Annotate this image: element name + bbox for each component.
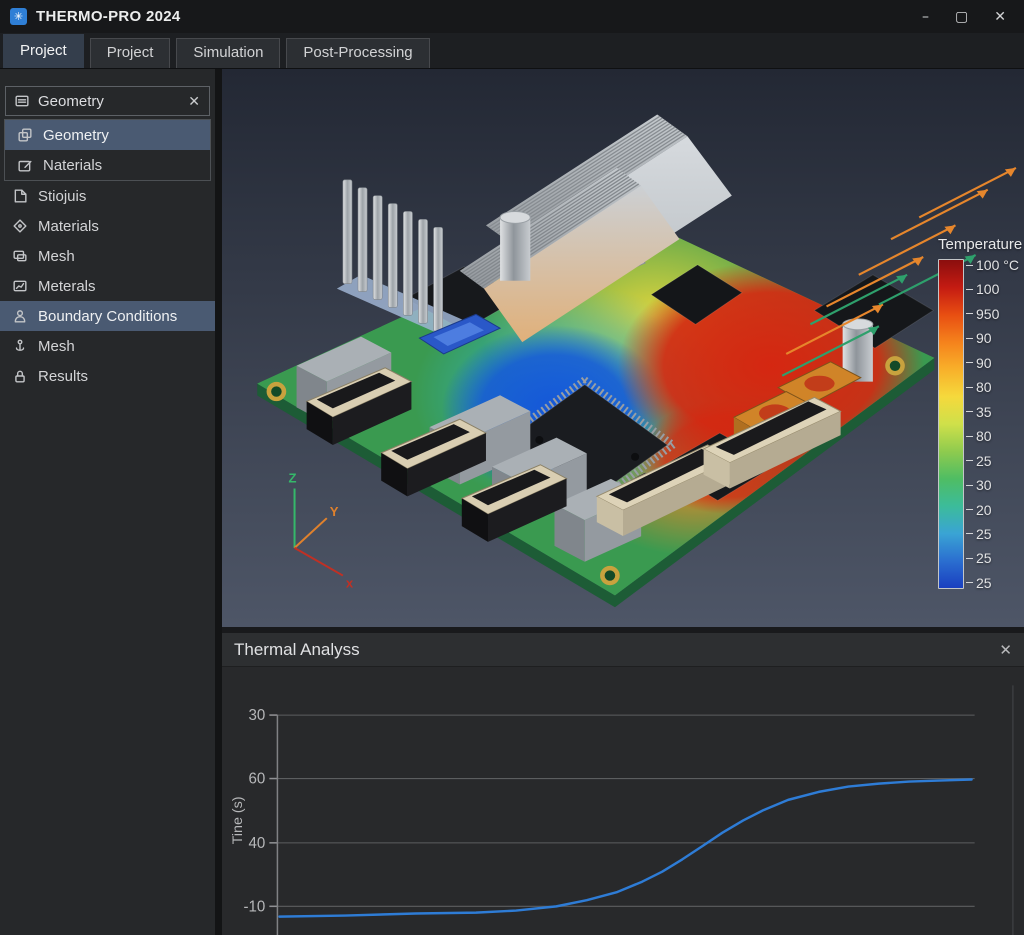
legend-tick-label: 90 (966, 330, 1019, 346)
mounting-hole (885, 356, 905, 376)
sidebar-item-stiojuis[interactable]: Stiojuis (0, 181, 215, 211)
sidebar-item-label: Geometry (43, 126, 109, 144)
sidebar-group: Geometry Naterials (4, 119, 211, 181)
panel-title: Thermal Analyss (234, 639, 360, 659)
minimize-button[interactable]: – (922, 8, 930, 25)
y-axis-title: Tine (s) (230, 796, 246, 844)
y-tick-label: 60 (249, 771, 266, 788)
axis-triad: Z Y x (288, 471, 354, 591)
main-area: Z Y x Temperature 100 °C 100 950 90 90 80 35 80… (222, 69, 1024, 935)
app-title: THERMO-PRO 2024 (36, 8, 181, 25)
sidebar-item-label: Boundary Conditions (38, 307, 178, 325)
panel-close-icon[interactable]: ✕ (999, 641, 1012, 659)
legend-tick-label: 950 (966, 306, 1019, 322)
sidebar-item-label: Mesh (38, 247, 75, 265)
tab-project[interactable]: Project (89, 38, 171, 68)
temperature-legend: Temperature 100 °C 100 950 90 90 80 35 80 25 30 20… (938, 236, 1023, 591)
legend-title: Temperature (938, 236, 1023, 253)
thermal-analysis-panel: Thermal Analyss ✕ 30 60 40 -10 Tine (s) (222, 633, 1024, 935)
legend-tick-label: 25 (966, 453, 1019, 469)
sidebar-close-icon[interactable]: ✕ (188, 92, 200, 109)
axis-y-label: Y (330, 504, 339, 519)
legend-tick-label: 80 (966, 428, 1019, 444)
viewport-3d[interactable]: Z Y x Temperature 100 °C 100 950 90 90 80 35 80… (222, 69, 1024, 633)
person-lock-icon (13, 309, 27, 323)
sidebar-item-label: Stiojuis (38, 187, 87, 205)
list-icon (15, 94, 29, 108)
sidebar-header-label: Geometry (38, 92, 104, 110)
tab-project[interactable]: Project (3, 34, 84, 68)
maximize-button[interactable]: ▢ (955, 8, 969, 25)
panel-header: Thermal Analyss ✕ (222, 633, 1024, 667)
y-tick-label: -10 (243, 898, 265, 915)
legend-tick-label: 25 (966, 575, 1019, 591)
document-icon (13, 189, 27, 203)
legend-tick-label: 80 (966, 379, 1019, 395)
temperature-curve (278, 778, 973, 918)
sidebar-item-meterals[interactable]: Meterals (0, 271, 215, 301)
tab-post-processing[interactable]: Post-Processing (286, 38, 430, 68)
sidebar-item-naterials[interactable]: Naterials (5, 150, 210, 180)
close-button[interactable]: ✕ (994, 8, 1006, 25)
legend-tick-label: 20 (966, 502, 1019, 518)
sidebar-search-box[interactable]: Geometry ✕ (5, 86, 210, 116)
layers-icon (13, 249, 27, 263)
sidebar-item-mesh[interactable]: Mesh (0, 241, 215, 271)
sidebar: Geometry ✕ Geometry Naterials Stiojuis Mate… (0, 69, 222, 935)
heatsink-pins (336, 179, 464, 335)
anchor-icon (13, 339, 27, 353)
legend-tick-label: 25 (966, 550, 1019, 566)
legend-tick-label: 30 (966, 477, 1019, 493)
copy-icon (18, 128, 32, 142)
axis-z-label: Z (288, 471, 296, 486)
sidebar-item-label: Results (38, 367, 89, 385)
legend-colorbar (938, 259, 964, 589)
sidebar-item-boundary-conditions[interactable]: Boundary Conditions (0, 301, 215, 331)
mounting-hole (266, 381, 287, 402)
mounting-hole (600, 565, 620, 586)
padlock-icon (13, 369, 27, 383)
tab-bar: Project Project Simulation Post-Processing (0, 33, 1024, 69)
sidebar-item-label: Meterals (38, 277, 96, 295)
legend-tick-label: 90 (966, 355, 1019, 371)
window-controls: – ▢ ✕ (922, 10, 1014, 24)
app-logo-icon: ✳ (10, 8, 27, 25)
content: Geometry ✕ Geometry Naterials Stiojuis Mate… (0, 69, 1024, 935)
legend-tick-label: 25 (966, 526, 1019, 542)
diamond-icon (13, 219, 27, 233)
sidebar-item-label: Naterials (43, 156, 103, 174)
sidebar-item-results[interactable]: Results (0, 361, 215, 391)
legend-tick-label: 35 (966, 404, 1019, 420)
legend-labels: 100 °C 100 950 90 90 80 35 80 25 30 20 25 25 25 (966, 257, 1019, 591)
monitor-icon (13, 279, 27, 293)
tab-simulation[interactable]: Simulation (176, 38, 281, 68)
connectors-black (305, 367, 568, 542)
sidebar-item-geometry[interactable]: Geometry (5, 120, 210, 150)
blue-component (418, 313, 502, 355)
sidebar-item-label: Materials (38, 217, 99, 235)
y-tick-label: 40 (249, 835, 266, 852)
axis-x-label: x (346, 576, 354, 591)
legend-tick-label: 100 °C (966, 257, 1019, 273)
connectors-beige (595, 396, 842, 536)
box-edit-icon (18, 158, 32, 172)
legend-tick-label: 100 (966, 281, 1019, 297)
thermal-chart: 30 60 40 -10 Tine (s) (222, 667, 1024, 935)
sidebar-item-list: Geometry Naterials Stiojuis Materials Mesh Me… (0, 119, 215, 391)
title-bar: ✳ THERMO-PRO 2024 – ▢ ✕ (0, 0, 1024, 33)
sidebar-item-mesh[interactable]: Mesh (0, 331, 215, 361)
sidebar-item-materials[interactable]: Materials (0, 211, 215, 241)
y-tick-label: 30 (249, 707, 266, 724)
viewport-3d-scene[interactable]: Z Y x (222, 69, 1024, 627)
thermal-chart-canvas: 30 60 40 -10 Tine (s) (230, 685, 1014, 935)
sidebar-item-label: Mesh (38, 337, 75, 355)
